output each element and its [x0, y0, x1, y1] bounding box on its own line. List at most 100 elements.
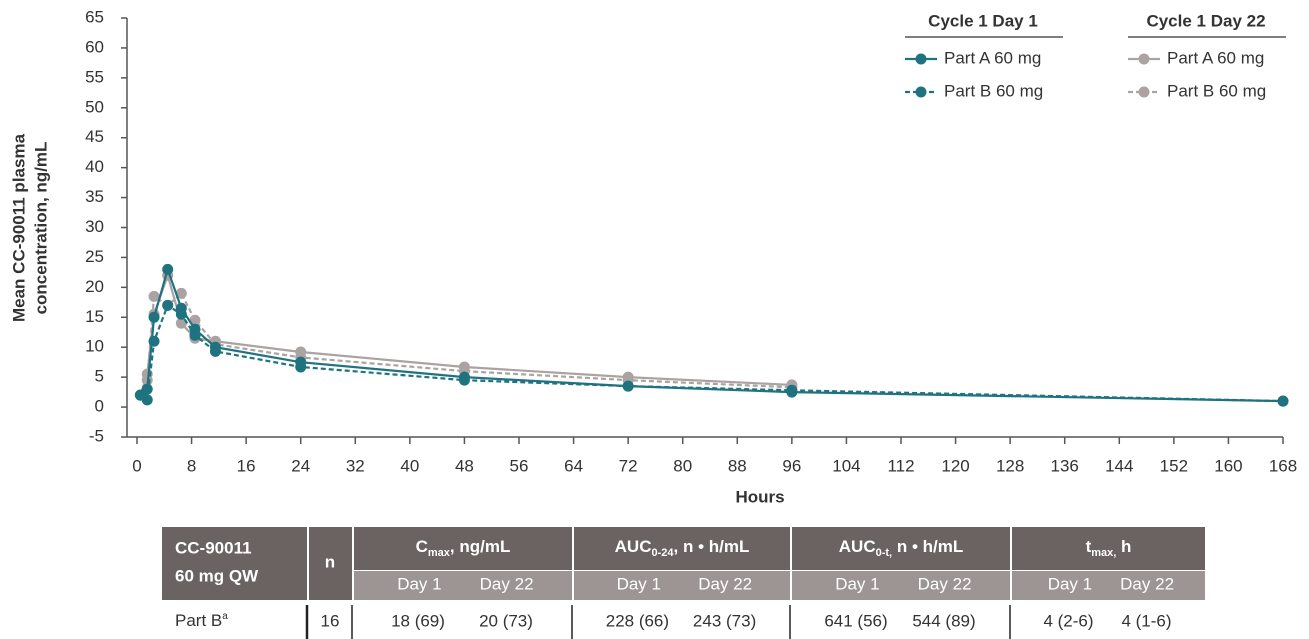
table-subheader — [574, 571, 790, 600]
data-point — [622, 371, 634, 383]
y-tick-label: 50 — [85, 97, 104, 116]
y-tick-label: 45 — [85, 127, 104, 146]
table-subheader — [792, 571, 1010, 600]
data-point — [148, 335, 160, 347]
title-rest: , n • h/mL — [674, 537, 750, 556]
y-tick-label: 10 — [85, 337, 104, 356]
table-group-title: Cmax, ng/mL — [416, 537, 511, 558]
title-sub: max — [428, 547, 451, 559]
y-tick-label: 65 — [85, 7, 104, 26]
table-cell: 228 (66) — [606, 611, 669, 630]
legend-title: Cycle 1 Day 22 — [1146, 11, 1265, 30]
table-header-cell — [309, 527, 352, 600]
title-sub: 0-24 — [651, 547, 674, 559]
data-point — [295, 356, 307, 368]
title-main: C — [416, 537, 428, 556]
series-line — [139, 265, 1284, 403]
title-sub: max, — [1091, 547, 1116, 559]
data-point — [786, 386, 798, 398]
title-main: AUC — [615, 537, 652, 556]
x-tick-label: 0 — [132, 456, 141, 475]
series-line — [139, 303, 1284, 403]
table-cell: 544 (89) — [912, 611, 975, 630]
title-main: t — [1086, 537, 1092, 556]
data-point — [295, 346, 307, 358]
legend-marker — [1138, 53, 1150, 65]
y-tick-label: 20 — [85, 277, 104, 296]
table-subheader — [1012, 571, 1205, 600]
x-tick-label: 168 — [1269, 456, 1297, 475]
x-tick-label: 16 — [237, 456, 256, 475]
title-rest: n • h/mL — [892, 537, 963, 556]
table-day: Day 1 — [1048, 574, 1092, 593]
table-day: Day 1 — [397, 574, 441, 593]
table-group-header — [574, 527, 790, 570]
x-tick-label: 8 — [187, 456, 196, 475]
data-point — [141, 383, 153, 395]
title-rest: , ng/mL — [450, 537, 510, 556]
legend-marker — [915, 86, 927, 98]
data-point — [1277, 395, 1289, 407]
table-day: Day 22 — [1120, 574, 1174, 593]
x-tick-label: 136 — [1051, 456, 1079, 475]
table-group-header — [354, 527, 572, 570]
x-tick-label: 120 — [941, 456, 969, 475]
x-tick-label: 128 — [996, 456, 1024, 475]
table-day: Day 1 — [617, 574, 661, 593]
y-tick-label: -5 — [89, 426, 104, 445]
title-rest: h — [1116, 537, 1131, 556]
table-subheader — [354, 571, 572, 600]
table-cell: 4 (1-6) — [1121, 611, 1171, 630]
table-cell: 18 (69) — [391, 611, 445, 630]
data-point — [148, 290, 160, 302]
data-point — [175, 287, 187, 299]
legend-label: Part B 60 mg — [944, 81, 1043, 100]
data-point — [622, 380, 634, 392]
table-day: Day 22 — [480, 574, 534, 593]
x-tick-label: 96 — [782, 456, 801, 475]
y-tick-label: 30 — [85, 217, 104, 236]
data-point — [458, 361, 470, 373]
y-axis-label: concentration, ng/mL — [31, 142, 50, 315]
title-main: AUC — [839, 537, 876, 556]
data-point — [175, 302, 187, 314]
legend-label: Part A 60 mg — [944, 48, 1041, 67]
table-group-title: AUC0-24, n • h/mL — [615, 537, 750, 558]
x-tick-label: 152 — [1160, 456, 1188, 475]
y-tick-label: 40 — [85, 157, 104, 176]
x-tick-label: 56 — [510, 456, 529, 475]
legend-marker — [1138, 86, 1150, 98]
table-n: 16 — [321, 611, 340, 630]
y-tick-label: 15 — [85, 307, 104, 326]
table-cell: 641 (56) — [824, 611, 887, 630]
table-cell: 243 (73) — [693, 611, 756, 630]
x-tick-label: 144 — [1105, 456, 1133, 475]
x-tick-label: 24 — [291, 456, 310, 475]
table-group-header — [792, 527, 1010, 570]
data-point — [209, 341, 221, 353]
y-axis-label: Mean CC-90011 plasma — [9, 133, 28, 322]
table-day: Day 1 — [835, 574, 879, 593]
data-point — [458, 371, 470, 383]
legend-title: Cycle 1 Day 1 — [928, 11, 1038, 30]
table-row-label: Part Ba — [175, 611, 228, 631]
table-header-cell — [162, 527, 307, 600]
x-tick-label: 72 — [619, 456, 638, 475]
table-day: Day 22 — [918, 574, 972, 593]
table-group-header — [1012, 527, 1205, 570]
series-line — [139, 291, 792, 396]
table-row-header: 60 mg QW — [175, 566, 259, 585]
title-sub: 0-t, — [876, 547, 893, 559]
y-tick-label: 5 — [95, 367, 104, 386]
row-label-sup: a — [222, 611, 228, 622]
table-cell: 20 (73) — [479, 611, 533, 630]
y-tick-label: 35 — [85, 187, 104, 206]
y-tick-label: 25 — [85, 247, 104, 266]
x-tick-label: 64 — [564, 456, 583, 475]
x-tick-label: 48 — [455, 456, 474, 475]
x-tick-label: 40 — [400, 456, 419, 475]
data-point — [189, 323, 201, 335]
y-tick-label: 55 — [85, 67, 104, 86]
x-tick-label: 104 — [832, 456, 860, 475]
